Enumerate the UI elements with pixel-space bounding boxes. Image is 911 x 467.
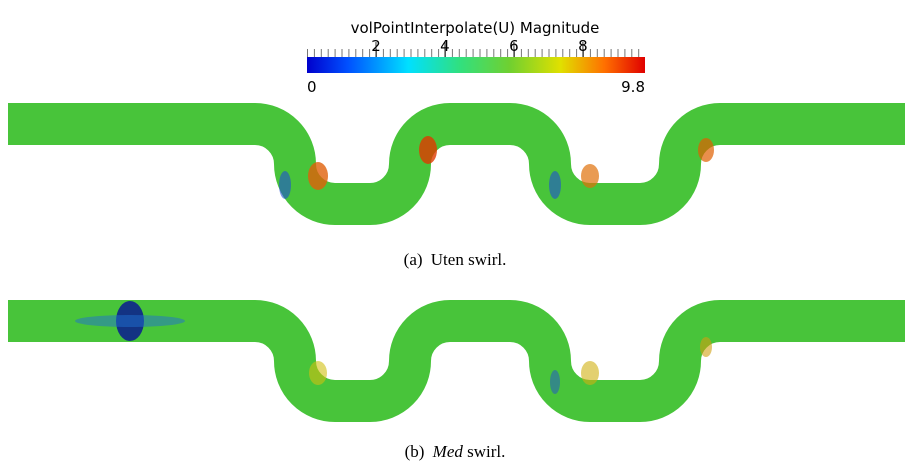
caption-a: (a) Uten swirl. [404,250,507,269]
caption-text: swirl. [467,442,505,461]
flow-field-b [8,301,905,401]
caption-text: Uten swirl. [431,250,507,269]
colorbar [307,57,645,73]
tick-label: 6 [509,37,519,55]
tick-label: 8 [578,37,588,55]
page: volPointInterpolate(U) Magnitude 2468 0 … [0,0,911,467]
colorbar-title: volPointInterpolate(U) Magnitude [351,19,600,37]
caption-emph: Med [432,442,464,461]
tick-label: 4 [440,37,450,55]
figure: volPointInterpolate(U) Magnitude 2468 0 … [0,0,911,467]
tick-label: 2 [371,37,381,55]
caption-b: (b) Med swirl. [405,442,506,461]
flow-field-a [8,124,905,204]
caption-label: (b) [405,442,425,461]
minor-ticks [307,49,645,57]
caption-label: (a) [404,250,423,269]
colorbar-min: 0 [307,78,317,96]
colorbar-max: 9.8 [621,78,645,96]
